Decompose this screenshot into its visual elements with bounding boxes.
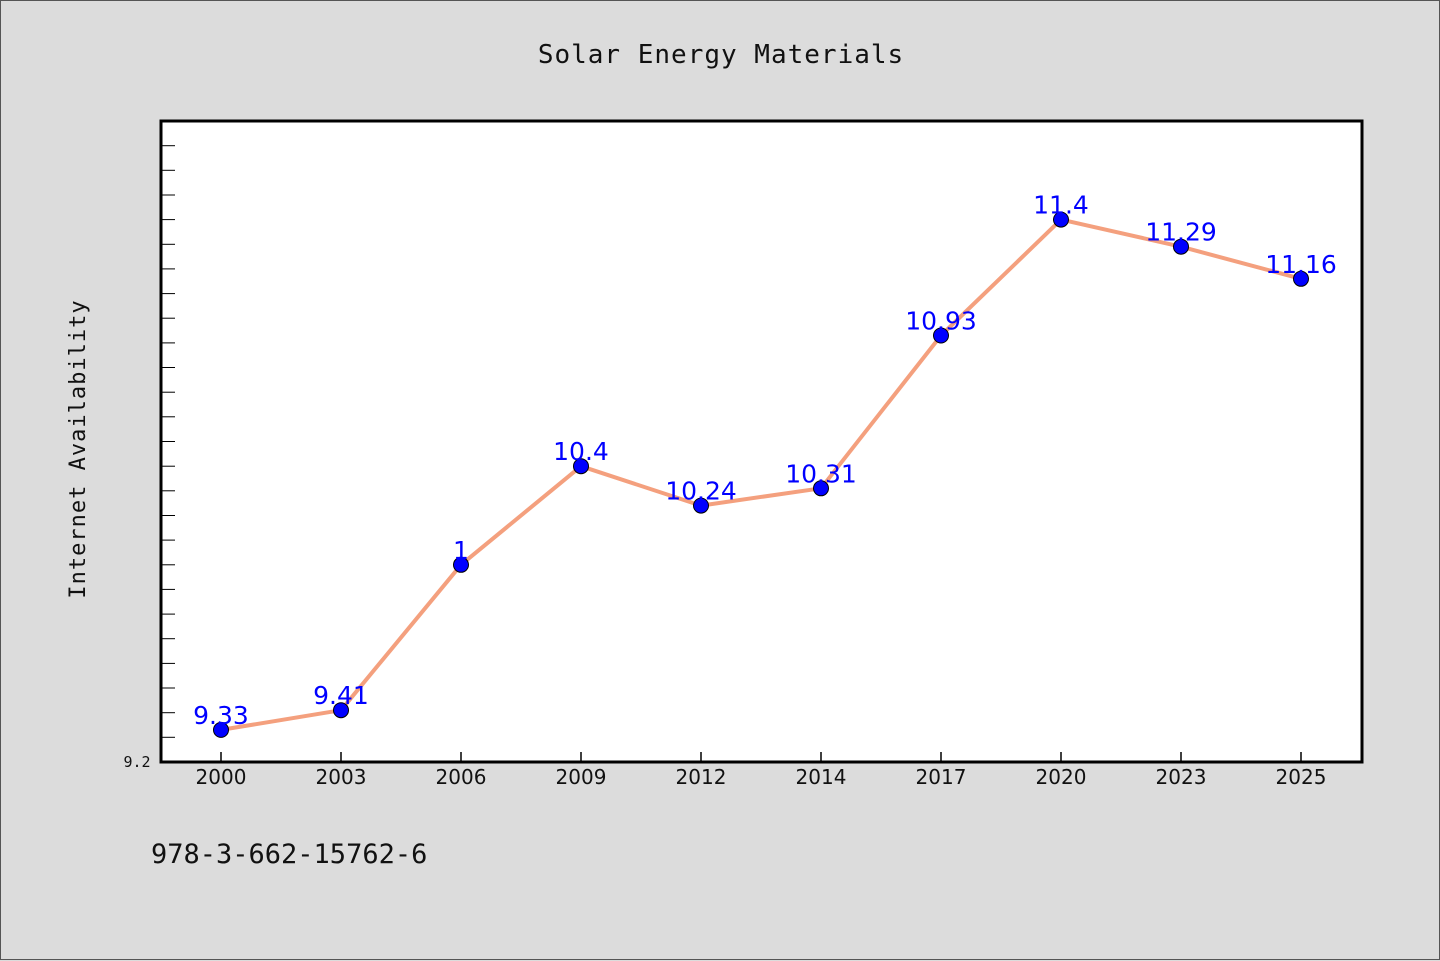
series-line bbox=[219, 217, 1303, 732]
data-point-marker bbox=[1053, 211, 1069, 228]
data-labels: 9.33 9.41 1 10.4 10.24 10.31 10.93 11.4 11.29 11.… bbox=[193, 191, 1337, 730]
x-tick-label: 2003 bbox=[316, 765, 367, 789]
y-axis-ticks: 9.2 bbox=[123, 145, 175, 771]
x-axis-ticks: 2000 2003 2006 2009 2012 2014 2017 2020 2023 2025 bbox=[196, 752, 1327, 789]
x-tick-label: 2006 bbox=[436, 765, 487, 789]
data-label: 11.29 bbox=[1145, 218, 1217, 247]
data-label: 9.41 bbox=[313, 681, 369, 710]
data-label: 9.33 bbox=[193, 701, 249, 730]
x-tick-label: 2017 bbox=[916, 765, 967, 789]
data-point-marker bbox=[333, 702, 349, 719]
data-point-marker bbox=[1293, 270, 1309, 287]
data-points bbox=[213, 211, 1309, 738]
x-tick-label: 2020 bbox=[1036, 765, 1087, 789]
y-tick-label: 9.2 bbox=[123, 753, 150, 771]
x-tick-label: 2014 bbox=[796, 765, 847, 789]
x-tick-label: 2000 bbox=[196, 765, 247, 789]
data-point-marker bbox=[693, 497, 709, 514]
data-label: 1 bbox=[453, 536, 469, 565]
data-point-marker bbox=[1173, 238, 1189, 255]
data-label: 10.24 bbox=[665, 477, 737, 506]
isbn-annotation: 978-3-662-15762-6 bbox=[151, 839, 427, 870]
chart-title: Solar Energy Materials bbox=[538, 40, 904, 70]
data-point-marker bbox=[573, 458, 589, 475]
data-label: 10.31 bbox=[785, 459, 857, 488]
data-point-marker bbox=[933, 327, 949, 344]
data-label: 11.4 bbox=[1033, 191, 1089, 220]
x-tick-label: 2012 bbox=[676, 765, 727, 789]
data-point-marker bbox=[213, 721, 229, 738]
data-label: 10.4 bbox=[553, 437, 609, 466]
data-point-marker bbox=[453, 556, 469, 573]
y-axis-label: Internet Availability bbox=[66, 299, 91, 598]
series-line-group bbox=[219, 217, 1303, 732]
data-point-marker bbox=[813, 480, 829, 497]
x-tick-label: 2023 bbox=[1156, 765, 1207, 789]
data-label: 11.16 bbox=[1265, 250, 1337, 279]
data-label: 10.93 bbox=[905, 307, 977, 336]
plot-area bbox=[159, 119, 1364, 764]
x-tick-label: 2009 bbox=[556, 765, 607, 789]
x-tick-label: 2025 bbox=[1276, 765, 1327, 789]
